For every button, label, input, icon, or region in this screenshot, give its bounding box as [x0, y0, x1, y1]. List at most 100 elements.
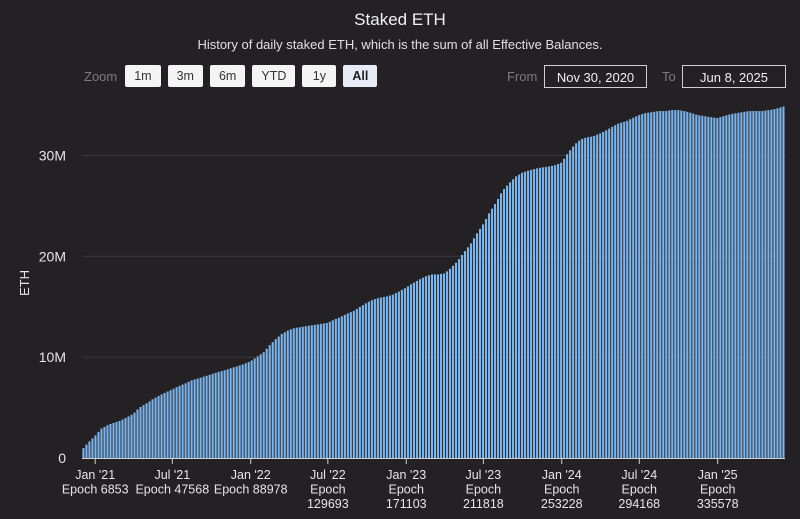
bar [545, 166, 548, 459]
bar [292, 328, 295, 458]
zoom-3m-button[interactable]: 3m [167, 65, 203, 87]
bar [196, 378, 199, 458]
bar [226, 369, 229, 458]
bar [536, 168, 539, 458]
bar [668, 110, 671, 459]
bar [734, 113, 737, 458]
bar [478, 228, 482, 458]
chart-subtitle: History of daily staked ETH, which is th… [197, 37, 603, 52]
bar [136, 409, 139, 458]
bar [770, 109, 773, 458]
bar [397, 291, 400, 458]
bar [512, 179, 515, 458]
x-tick-label: Jan '24 Epoch 253228 [541, 468, 583, 511]
bar [328, 321, 331, 458]
bar [160, 394, 163, 458]
range-from-input[interactable]: Nov 30, 2020 [544, 65, 647, 88]
bar [172, 388, 175, 458]
bar [761, 110, 764, 459]
zoom-controls: Zoom 1m 3m 6m YTD 1y All [84, 65, 384, 87]
range-to-input[interactable]: Jun 8, 2025 [682, 65, 786, 88]
bar [118, 420, 121, 458]
bar [247, 362, 250, 458]
zoom-ytd-button[interactable]: YTD [252, 65, 296, 87]
bar [217, 371, 220, 458]
bar [551, 165, 554, 458]
x-tick-label: Jul '24 Epoch 294168 [618, 468, 660, 511]
y-axis-title: ETH [17, 270, 32, 296]
range-from-label: From [507, 69, 538, 84]
bar [719, 117, 722, 459]
bar [400, 289, 403, 458]
bar [542, 167, 545, 458]
bar [418, 279, 421, 458]
zoom-1m-button[interactable]: 1m [125, 65, 161, 87]
bar [277, 336, 280, 458]
bar [764, 110, 767, 459]
bar [376, 298, 379, 458]
bar [379, 297, 382, 458]
bar [214, 372, 217, 458]
bar [617, 123, 620, 458]
bar [701, 115, 704, 459]
bar [220, 371, 223, 458]
zoom-1y-button[interactable]: 1y [302, 65, 337, 87]
bar [406, 286, 409, 458]
bar [436, 274, 440, 458]
bar [229, 368, 232, 458]
bar [271, 342, 274, 458]
bar [524, 171, 527, 458]
bar [193, 379, 196, 458]
bar [689, 112, 692, 458]
bar [755, 111, 758, 459]
bar [578, 140, 581, 458]
chart-title: Staked ETH [354, 10, 446, 29]
bar [776, 108, 779, 459]
bar [283, 332, 286, 458]
bar [85, 444, 88, 458]
bar [722, 116, 725, 459]
bar [632, 117, 635, 458]
x-tick-label: Jan '23 Epoch 171103 [386, 468, 427, 511]
range-to-label: To [662, 69, 676, 84]
bar [716, 118, 719, 459]
bar [587, 137, 590, 458]
bar [659, 111, 662, 459]
bar [202, 376, 205, 458]
bar [187, 381, 190, 458]
bar [638, 115, 641, 459]
bar [466, 247, 470, 458]
y-tick-label: 20M [39, 248, 66, 264]
bar [370, 300, 373, 458]
bar [758, 111, 761, 459]
bar [100, 428, 103, 458]
bar [481, 224, 485, 458]
bar [319, 323, 322, 458]
bar [310, 325, 313, 458]
bar [250, 360, 253, 458]
bar [548, 166, 551, 459]
bar [590, 136, 593, 458]
zoom-all-button[interactable]: All [343, 65, 378, 87]
bar [394, 293, 397, 458]
bar [241, 364, 244, 458]
zoom-6m-button[interactable]: 6m [209, 65, 246, 87]
bar [175, 387, 178, 458]
bar [178, 385, 181, 458]
bar [752, 111, 755, 459]
bar [674, 110, 677, 459]
bar [728, 114, 731, 458]
bar [373, 299, 376, 458]
bar [127, 416, 130, 458]
bar [421, 277, 424, 458]
bar [115, 421, 118, 458]
bar [698, 115, 701, 459]
bar [139, 406, 142, 458]
bar [629, 119, 632, 458]
bar [704, 116, 707, 458]
bar [343, 314, 346, 458]
bar [563, 158, 566, 458]
bar [608, 128, 611, 458]
bar [151, 399, 154, 458]
